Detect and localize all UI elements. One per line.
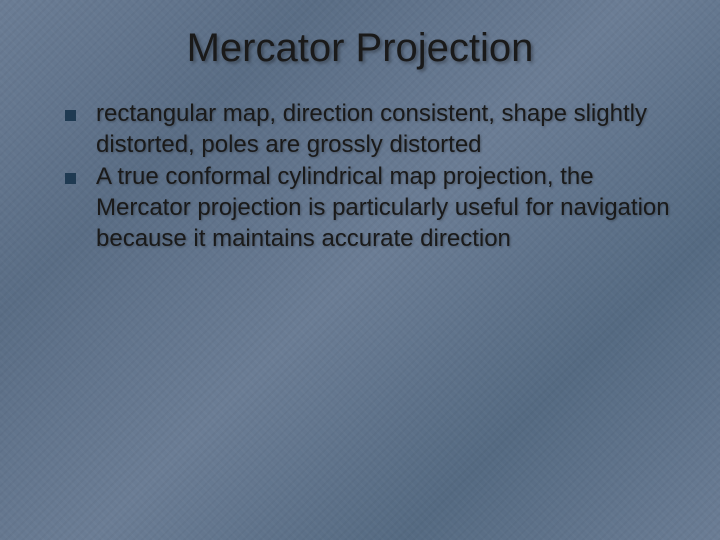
- bullet-text: rectangular map, direction consistent, s…: [96, 99, 675, 160]
- list-item: rectangular map, direction consistent, s…: [65, 99, 675, 160]
- square-bullet-icon: [65, 173, 76, 184]
- square-bullet-icon: [65, 110, 76, 121]
- bullet-list: rectangular map, direction consistent, s…: [45, 99, 675, 255]
- bullet-text: A true conformal cylindrical map project…: [96, 162, 675, 254]
- list-item: A true conformal cylindrical map project…: [65, 162, 675, 254]
- slide-title: Mercator Projection: [45, 26, 675, 71]
- slide-container: Mercator Projection rectangular map, dir…: [0, 0, 720, 540]
